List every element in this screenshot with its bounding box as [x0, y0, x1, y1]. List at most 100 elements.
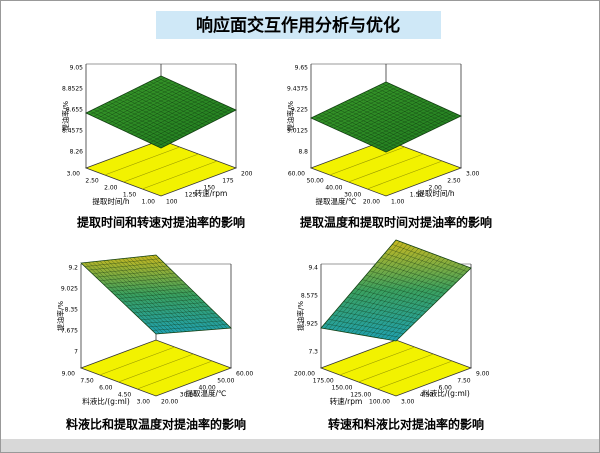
contour-line — [329, 146, 405, 176]
surface-mesh — [392, 244, 468, 272]
y-tick-label: 2.00 — [429, 185, 443, 192]
x-axis-label: 提取时间/h — [92, 196, 130, 206]
y-tick-label: 175 — [222, 178, 234, 185]
surface-mesh — [157, 108, 233, 147]
surface-mesh — [144, 316, 220, 324]
footer-bar — [1, 439, 599, 452]
contour-line — [118, 353, 194, 383]
surface-mesh — [388, 265, 464, 340]
x-tick-label: 50.00 — [307, 178, 324, 185]
y-tick-label: 1.50 — [410, 192, 424, 199]
z-tick-label: 7.3 — [308, 349, 318, 356]
surface-mesh — [374, 110, 450, 148]
y-tick-label: 150 — [204, 185, 216, 192]
x-tick-label: 2.00 — [104, 185, 118, 192]
z-tick-label: 9.4375 — [287, 86, 308, 93]
surface-mesh — [153, 79, 229, 114]
surface-mesh — [378, 112, 454, 149]
x-tick-label: 1.50 — [123, 192, 137, 199]
x-tick-label: 30.00 — [344, 192, 361, 199]
slide-title: 响应面交互作用分析与优化 — [196, 15, 400, 36]
surface-mesh — [152, 255, 228, 329]
response-surface-panel: 9.65 9.4375 9.225 9.0125 8.8 提油率/% 60.0050.004… — [286, 63, 480, 206]
contour-line — [358, 353, 434, 383]
surface-mesh — [382, 83, 458, 118]
surface-mesh — [358, 283, 434, 305]
surface-mesh — [137, 309, 213, 317]
surface-mesh — [149, 81, 225, 116]
surface-mesh — [140, 313, 217, 320]
surface-mesh — [352, 98, 428, 133]
x-tick-label: 100.00 — [369, 399, 390, 406]
x-tick-label: 40.00 — [325, 185, 342, 192]
response-surface-panel: 9.05 8.8525 8.655 8.4575 8.26 提油率/% 3.00 2.50 2.… — [61, 63, 253, 206]
y-axis-label: 提取温度/℃ — [186, 388, 227, 398]
x-tick-label: 4.50 — [118, 392, 132, 399]
surface-mesh — [388, 248, 464, 276]
surface-mesh — [367, 107, 443, 144]
y-axis-label: 转速/rpm — [195, 188, 228, 198]
y-tick-label: 30.00 — [180, 392, 197, 399]
y-tick-label: 100 — [166, 199, 178, 206]
surface-mesh — [377, 261, 453, 287]
surface-mesh — [374, 87, 450, 122]
z-tick-label: 7 — [74, 349, 78, 356]
contour-line — [104, 146, 180, 176]
surface-mesh — [125, 258, 202, 331]
surface-mesh — [137, 256, 213, 330]
contour-line — [137, 360, 213, 390]
surface-mesh — [365, 275, 442, 298]
x-axis-label: 料液比/(g:ml) — [82, 396, 130, 406]
surface-mesh — [127, 94, 203, 133]
z-tick-label: 8.4575 — [62, 128, 83, 135]
y-tick-label: 60.00 — [236, 371, 253, 378]
surface-mesh — [384, 253, 460, 280]
surface-mesh — [367, 90, 443, 126]
panel-caption: 转速和料液比对提油率的影响 — [328, 417, 484, 432]
x-tick-label: 60.00 — [288, 171, 305, 178]
y-tick-label: 6.00 — [439, 385, 453, 392]
surface-mesh — [348, 99, 424, 135]
surface-mesh — [118, 258, 194, 332]
surface-mesh — [352, 100, 428, 137]
surface-mesh — [140, 256, 217, 330]
z-axis-label: 提油率/% — [56, 301, 65, 331]
surface-mesh — [362, 255, 438, 336]
z-tick-label: 8.575 — [301, 293, 318, 300]
z-tick-label: 9.4 — [308, 265, 318, 272]
surface-mesh — [378, 85, 454, 120]
surface-mesh — [138, 99, 214, 138]
surface-mesh — [133, 305, 209, 313]
contour-line — [367, 160, 443, 190]
z-tick-label: 7.675 — [61, 328, 78, 335]
surface — [80, 254, 232, 335]
surface-mesh — [142, 85, 218, 120]
surface-mesh — [153, 106, 229, 145]
surface — [85, 75, 237, 149]
surface-mesh — [363, 92, 439, 127]
y-tick-label: 9.00 — [476, 371, 490, 378]
surface-mesh — [145, 83, 222, 118]
surface-mesh — [365, 256, 442, 336]
response-surface-panel: 9.48.5757.9257.3提油率/%200.00175.00150.001… — [294, 239, 490, 406]
x-tick-label: 7.50 — [80, 378, 94, 385]
x-tick-label: 20.00 — [363, 199, 380, 206]
x-tick-label: 3.00 — [67, 171, 81, 178]
z-axis-label: 提油率/% — [286, 101, 295, 131]
z-tick-label: 8.35 — [65, 307, 79, 314]
x-tick-label: 1.00 — [142, 199, 156, 206]
y-tick-label: 125 — [185, 192, 197, 199]
surface-mesh — [130, 90, 207, 126]
surface-mesh — [142, 101, 218, 140]
surface-mesh — [370, 89, 447, 124]
surface-mesh — [129, 257, 205, 331]
y-tick-label: 40.00 — [199, 385, 216, 392]
z-tick-label: 9.65 — [295, 65, 309, 72]
z-axis-label: 提油率/% — [296, 301, 305, 331]
surface-mesh — [362, 279, 438, 301]
z-tick-label: 8.655 — [66, 107, 83, 114]
surface — [320, 239, 472, 342]
surface-mesh — [133, 257, 209, 330]
z-tick-label: 9.0125 — [287, 128, 308, 135]
surface-mesh — [144, 256, 220, 330]
